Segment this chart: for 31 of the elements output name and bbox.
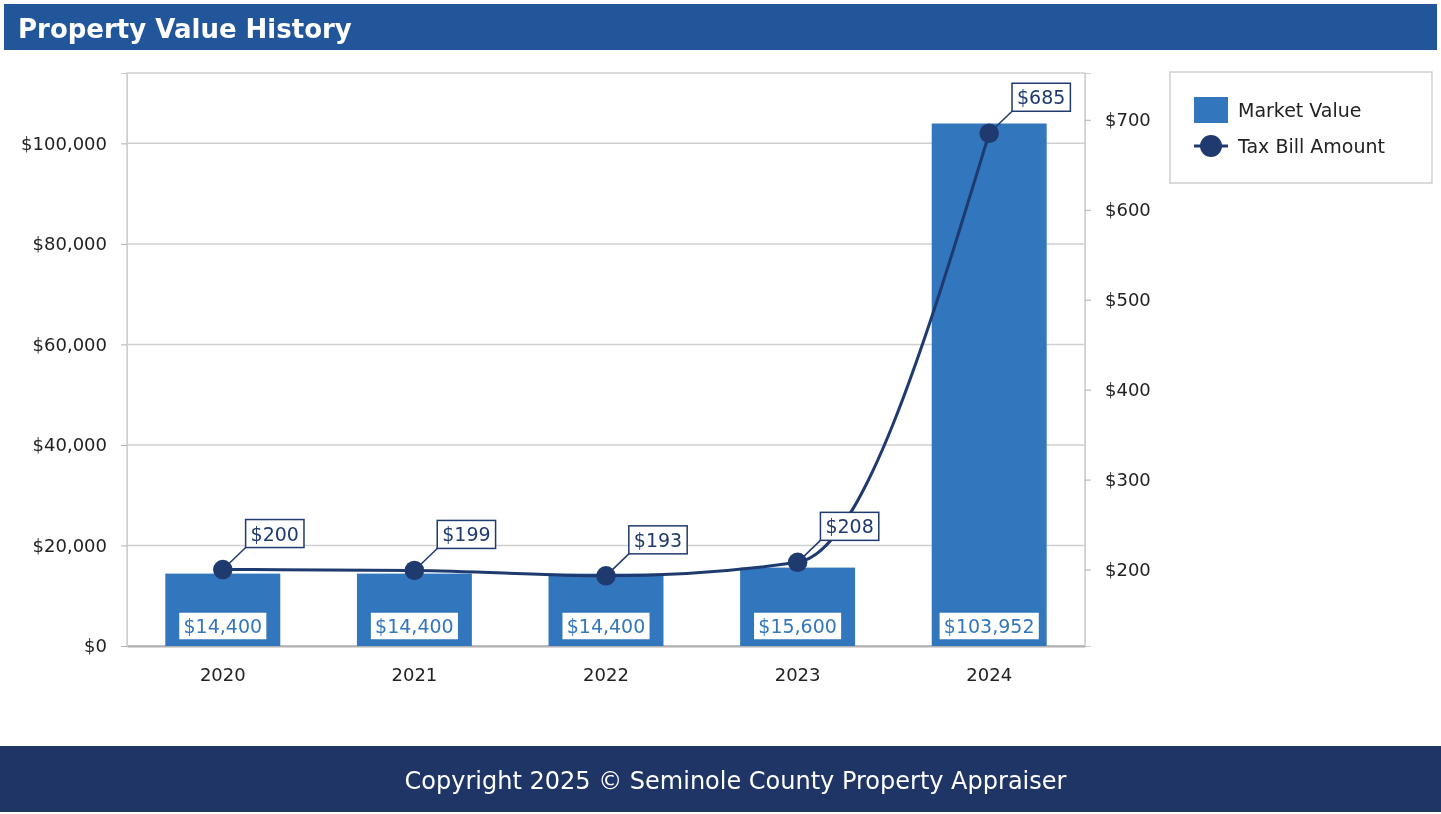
x-tick-label: 2024 (966, 663, 1013, 685)
legend-label: Tax Bill Amount (1237, 135, 1385, 157)
data-label: $14,400 (566, 615, 646, 637)
data-label: $15,600 (758, 615, 837, 637)
data-label: $14,400 (375, 615, 454, 637)
data-label: $685 (1017, 86, 1066, 109)
y2-tick-label: $400 (1105, 378, 1151, 400)
legend-label: Market Value (1238, 99, 1362, 121)
x-tick-label: 2023 (774, 663, 821, 685)
data-label: $200 (250, 522, 299, 545)
y-tick-label: $20,000 (32, 534, 107, 556)
y-tick-label: $100,000 (21, 132, 107, 154)
data-label: $14,400 (183, 615, 263, 637)
y2-tick-label: $600 (1105, 198, 1151, 220)
y2-tick-label: $300 (1105, 468, 1151, 490)
data-label: $103,952 (943, 615, 1035, 637)
data-label: $208 (825, 515, 874, 538)
data-label: $193 (633, 528, 683, 551)
chart-title: Property Value History (18, 14, 352, 44)
y2-tick-label: $200 (1105, 558, 1151, 580)
x-tick-label: 2022 (583, 663, 629, 685)
y-tick-label: $60,000 (32, 333, 107, 355)
y-tick-label: $40,000 (32, 434, 107, 456)
y-tick-label: $0 (84, 635, 107, 657)
y2-tick-label: $700 (1105, 109, 1151, 131)
text: Copyright 2025 © Seminole County Property Appraiser (404, 767, 1067, 795)
y2-tick-label: $500 (1105, 288, 1151, 310)
data-label: $199 (442, 523, 491, 546)
x-tick-label: 2020 (199, 663, 246, 685)
x-tick-label: 2021 (391, 663, 438, 685)
y-tick-label: $80,000 (32, 233, 107, 255)
